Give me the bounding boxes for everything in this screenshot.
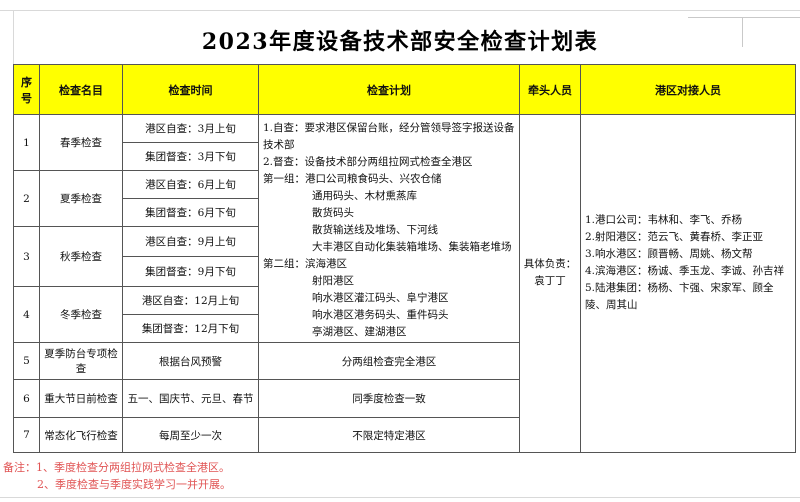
cell-no-3: 3 bbox=[13, 226, 40, 287]
table-row: 7 常态化飞行检查 每周至少一次 不限定特定港区 bbox=[13, 417, 796, 453]
cell-time-routine: 每周至少一次 bbox=[122, 417, 259, 453]
plan-line: 散货码头 bbox=[312, 207, 354, 219]
gridline-right-horizontal bbox=[688, 17, 800, 18]
col-header-lead: 牵头人员 bbox=[519, 64, 581, 115]
plan-line: 散货输送线及堆场、下河线 bbox=[312, 224, 438, 236]
cell-no-7: 7 bbox=[13, 417, 40, 453]
plan-line: 射阳港区 bbox=[312, 275, 354, 287]
footnote-text: 2、季度检查与季度实践学习一并开展。 bbox=[37, 478, 231, 491]
plan-line: 响水港区港务码头、重件码头 bbox=[312, 309, 449, 321]
cell-time-typhoon: 根据台风预警 bbox=[122, 342, 259, 380]
cell-time-holiday: 五一、国庆节、元旦、春节 bbox=[122, 379, 259, 418]
cell-name-summer: 夏季检查 bbox=[39, 170, 123, 227]
cell-name-winter: 冬季检查 bbox=[39, 286, 123, 343]
cell-no-2: 2 bbox=[13, 170, 40, 227]
gridline-top bbox=[0, 10, 800, 11]
contact-line: 1.港口公司：韦林和、李飞、乔杨 bbox=[585, 213, 743, 226]
cell-name-spring: 春季检查 bbox=[39, 114, 123, 171]
cell-time-spring-self: 港区自查：3月上旬 bbox=[122, 114, 259, 143]
cell-time-winter-self: 港区自查：12月上旬 bbox=[122, 286, 259, 315]
contact-line: 2.射阳港区：范云飞、黄春桥、李正亚 bbox=[585, 230, 764, 243]
cell-quarter-plan: 1.自查：要求港区保留台账，经分管领导签字报送设备 技术部 2.督查：设备技术部… bbox=[258, 114, 520, 343]
plan-line: 大丰港区自动化集装箱堆场、集装箱老堆场 bbox=[312, 241, 512, 253]
col-header-no: 序号 bbox=[13, 64, 40, 115]
table-row: 集团督查：3月下旬 bbox=[14, 142, 796, 171]
table-row: 5 夏季防台专项检查 根据台风预警 分两组检查完全港区 bbox=[13, 342, 796, 380]
lead-line-2: 袁丁丁 bbox=[534, 274, 566, 287]
header-row: 序号 检查名目 检查时间 检查计划 牵头人员 港区对接人员 bbox=[13, 64, 796, 115]
table-row: 2 夏季检查 港区自查：6月上旬 bbox=[13, 170, 796, 227]
cell-no-6: 6 bbox=[13, 379, 40, 418]
footnote-1: 备注：1、季度检查分两组拉网式检查全港区。 bbox=[3, 459, 231, 476]
cell-port-contacts: 1.港口公司：韦林和、李飞、乔杨 2.射阳港区：范云飞、黄春桥、李正亚 3.响水… bbox=[580, 114, 796, 453]
cell-plan-holiday: 同季度检查一致 bbox=[258, 379, 520, 418]
cell-time-summer-self: 港区自查：6月上旬 bbox=[122, 170, 259, 199]
col-header-name: 检查名目 bbox=[39, 64, 123, 115]
contact-line: 3.响水港区：顾晋畅、周姚、杨文帮 bbox=[585, 247, 753, 260]
cell-plan-typhoon: 分两组检查完全港区 bbox=[258, 342, 520, 380]
plan-line: 第二组：滨海港区 bbox=[263, 258, 347, 270]
footnote-text: 1、季度检查分两组拉网式检查全港区。 bbox=[36, 461, 230, 474]
plan-line: 响水港区灌江码头、阜宁港区 bbox=[312, 292, 449, 304]
footnotes: 备注：1、季度检查分两组拉网式检查全港区。 2、季度检查与季度实践学习一并开展。 bbox=[3, 459, 231, 493]
cell-no-4: 4 bbox=[13, 286, 40, 343]
lead-line-1: 具体负责： bbox=[523, 257, 577, 270]
plan-line: 技术部 bbox=[263, 139, 295, 151]
cell-name-routine: 常态化飞行检查 bbox=[39, 417, 123, 453]
footnote-2: 2、季度检查与季度实践学习一并开展。 bbox=[3, 476, 231, 493]
table-row: 集团督查：12月下旬 bbox=[14, 314, 796, 343]
contact-line: 4.滨海港区：杨诚、季玉龙、李诚、孙吉祥 bbox=[585, 264, 785, 277]
contact-line: 5.陆港集团：杨杨、卞强、宋家军、顾全陵、周其山 bbox=[585, 281, 774, 311]
plan-line: 2.督查：设备技术部分两组拉网式检查全港区 bbox=[263, 156, 473, 168]
inspection-plan-table: 序号 检查名目 检查时间 检查计划 牵头人员 港区对接人员 1 春季检查 港区自… bbox=[13, 64, 796, 453]
cell-no-1: 1 bbox=[13, 114, 40, 171]
table-row: 4 冬季检查 港区自查：12月上旬 bbox=[13, 286, 796, 343]
table-row: 1 春季检查 港区自查：3月上旬 1.自查：要求港区保留台账，经分管领导签字报送… bbox=[13, 114, 796, 453]
col-header-contact: 港区对接人员 bbox=[580, 64, 796, 115]
cell-plan-routine: 不限定特定港区 bbox=[258, 417, 520, 453]
cell-time-autumn-group: 集团督查：9月下旬 bbox=[122, 256, 259, 287]
plan-line: 第一组：港口公司粮食码头、兴农仓储 bbox=[263, 173, 442, 185]
cell-time-summer-group: 集团督查：6月下旬 bbox=[122, 198, 259, 227]
gridline-right-vertical bbox=[742, 17, 743, 47]
cell-name-holiday: 重大节日前检查 bbox=[39, 379, 123, 418]
page-title: 2023年度设备技术部安全检查计划表 bbox=[201, 29, 599, 55]
gridline-left bbox=[13, 10, 14, 64]
plan-line: 1.自查：要求港区保留台账，经分管领导签字报送设备 bbox=[263, 122, 515, 134]
cell-time-autumn-self: 港区自查：9月上旬 bbox=[122, 226, 259, 257]
cell-no-5: 5 bbox=[13, 342, 40, 380]
gridline-bottom bbox=[0, 497, 800, 498]
plan-line: 亭湖港区、建湖港区 bbox=[312, 326, 407, 338]
col-header-time: 检查时间 bbox=[122, 64, 259, 115]
cell-time-spring-group: 集团督查：3月下旬 bbox=[122, 142, 259, 171]
plan-line: 通用码头、木材熏蒸库 bbox=[312, 190, 417, 202]
cell-name-typhoon: 夏季防台专项检查 bbox=[39, 342, 123, 380]
cell-lead-person: 具体负责： 袁丁丁 bbox=[519, 114, 581, 453]
col-header-plan: 检查计划 bbox=[258, 64, 520, 115]
cell-name-autumn: 秋季检查 bbox=[39, 226, 123, 287]
footnote-label: 备注： bbox=[3, 461, 36, 474]
cell-time-winter-group: 集团督查：12月下旬 bbox=[122, 314, 259, 343]
table-row: 集团督查：6月下旬 bbox=[14, 198, 796, 227]
